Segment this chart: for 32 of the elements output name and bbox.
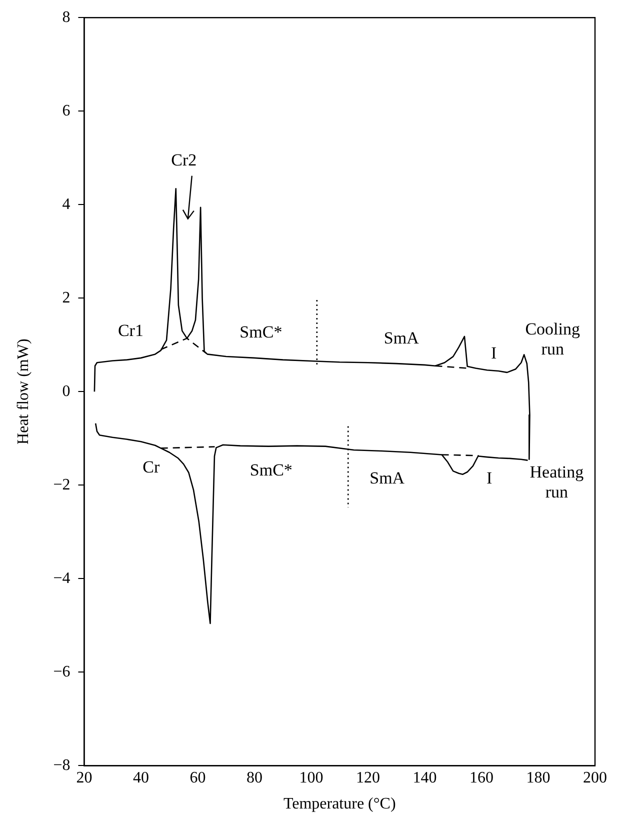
x-tick-label: 40	[132, 769, 149, 786]
annotation: Cr	[142, 457, 160, 476]
x-tick-label: 180	[526, 769, 550, 786]
annotation: Cr2	[171, 150, 197, 170]
annotation: I	[491, 344, 498, 363]
y-tick-label: −4	[53, 570, 70, 587]
x-tick-label: 100	[299, 769, 324, 786]
y-tick-label: −8	[53, 756, 70, 774]
y-tick-label: 6	[62, 102, 70, 120]
annotation: I	[486, 468, 492, 488]
annotation: Cr1	[118, 321, 144, 340]
x-axis-title: Temperature (°C)	[283, 796, 396, 813]
x-tick-label: 200	[583, 769, 607, 786]
annotation: SmA	[370, 468, 406, 488]
annotation: SmC*	[240, 322, 282, 342]
y-tick-label: 8	[62, 8, 70, 26]
x-tick-label: 140	[412, 769, 437, 786]
y-tick-label: 0	[62, 382, 70, 400]
x-tick-label: 80	[246, 769, 262, 786]
x-tick-label: 60	[190, 769, 206, 786]
annotation: SmA	[384, 328, 420, 348]
x-tick-label: 160	[469, 769, 494, 786]
y-tick-label: −6	[53, 663, 70, 680]
x-tick-label: 120	[356, 769, 380, 786]
y-axis-title: Heat flow (mW)	[14, 338, 32, 444]
x-tick-label: 20	[76, 769, 92, 786]
y-tick-label: −2	[53, 476, 70, 494]
y-tick-label: 4	[62, 196, 70, 213]
annotation: Cooling run	[525, 319, 580, 358]
annotation: SmC*	[250, 460, 292, 480]
annotation: Heating run	[530, 462, 584, 502]
y-tick-label: 2	[62, 289, 70, 306]
